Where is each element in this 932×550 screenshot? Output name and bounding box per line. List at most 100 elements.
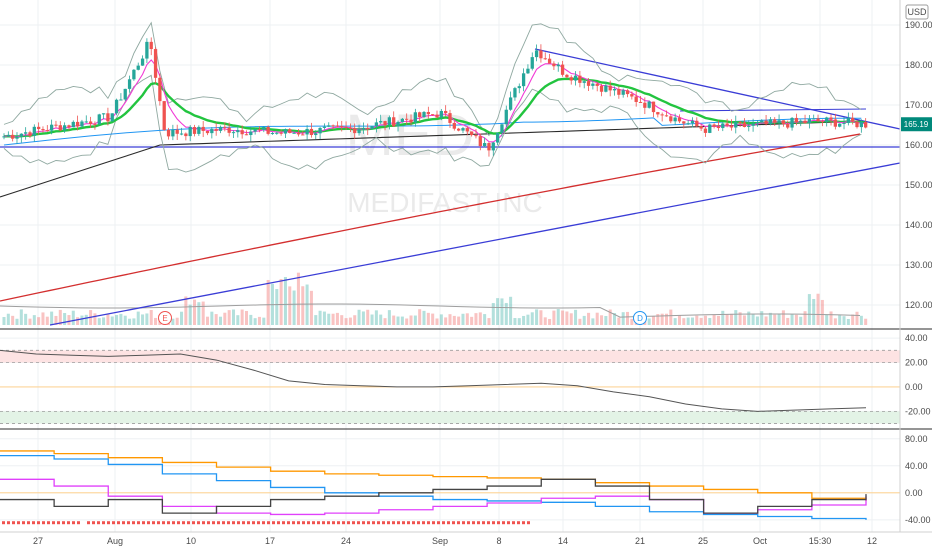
candle-body	[500, 124, 504, 133]
candle-body	[508, 97, 513, 110]
volume-bar	[556, 309, 560, 325]
currency-badge[interactable]	[905, 4, 929, 20]
volume-bar	[309, 290, 313, 325]
candle-body	[604, 85, 608, 92]
volume-bar	[574, 309, 578, 325]
volume-bar	[803, 311, 807, 325]
volume-bar	[721, 310, 725, 325]
candle-body	[630, 94, 634, 97]
candle-body	[677, 117, 682, 122]
candle-body	[794, 117, 799, 123]
signal-dot	[312, 521, 315, 525]
candle-body	[275, 132, 279, 134]
y-tick-label: 150.00	[905, 180, 932, 190]
candle-body	[738, 121, 742, 123]
signal-dot	[467, 521, 470, 525]
candle-body	[478, 136, 482, 147]
volume-bar	[461, 313, 465, 325]
volume-bar	[76, 317, 80, 325]
volume-bar	[617, 317, 621, 325]
x-tick-label: 15:30	[809, 536, 832, 546]
signal-dot	[282, 521, 285, 525]
candle-body	[75, 121, 80, 127]
candle-body	[452, 122, 456, 129]
volume-bar	[846, 318, 850, 325]
signal-dot	[342, 521, 345, 525]
axes: 190.00180.00170.00160.00150.00140.00130.…	[33, 20, 932, 546]
ema-green-line	[3, 77, 866, 138]
signal-dot	[507, 521, 510, 525]
candle-body	[660, 114, 664, 116]
volume-bar	[535, 309, 539, 325]
candle-body	[383, 121, 387, 126]
candle-body	[123, 88, 127, 100]
candle-body	[729, 125, 734, 128]
volume-bar	[413, 315, 417, 325]
candle-body	[374, 122, 379, 127]
volume-bar	[699, 317, 703, 325]
signal-dot	[412, 521, 415, 525]
volume-bar	[37, 317, 41, 325]
signal-dot	[392, 521, 395, 525]
candle-body	[621, 90, 625, 95]
candle-body	[664, 115, 669, 117]
signal-dot	[522, 521, 525, 525]
signal-dot	[367, 521, 370, 525]
candle-body	[28, 132, 32, 136]
candle-body	[582, 81, 586, 83]
volume-bar	[474, 313, 478, 325]
candle-body	[457, 128, 461, 131]
volume-bar	[41, 312, 45, 325]
candle-body	[612, 89, 617, 91]
signal-dot	[137, 521, 140, 525]
signal-dot	[57, 521, 60, 525]
volume-bar	[244, 310, 248, 325]
signal-dot	[32, 521, 35, 525]
candle-body	[647, 101, 651, 108]
volume-bar	[50, 311, 54, 325]
volume-bar	[526, 314, 530, 325]
signal-dot	[12, 521, 15, 525]
volume-bar	[760, 311, 764, 325]
volume-bar	[673, 318, 677, 325]
x-tick-label: 17	[265, 536, 275, 546]
volume-bar	[452, 315, 456, 325]
volume-bar	[457, 316, 461, 325]
volume-bar	[777, 314, 781, 325]
volume-bar	[738, 312, 742, 325]
volume-bar	[231, 309, 236, 325]
volume-bar	[587, 312, 591, 325]
candle-body	[487, 143, 491, 151]
candle-body	[370, 126, 374, 129]
candle-body	[188, 127, 192, 137]
volume-bar	[335, 312, 339, 325]
volume-bar	[491, 302, 495, 325]
volume-bar	[786, 317, 790, 325]
volume-bar	[838, 315, 842, 325]
volume-bar	[725, 314, 729, 325]
candle-body	[682, 121, 686, 124]
signal-dot	[202, 521, 205, 525]
candle-body	[803, 120, 807, 124]
candle-body	[426, 111, 430, 115]
candle-body	[327, 125, 331, 127]
signal-dot	[62, 521, 65, 525]
signal-dot	[97, 521, 100, 525]
candle-body	[218, 126, 223, 131]
x-tick-label: 14	[558, 536, 568, 546]
envelope-lower	[3, 74, 862, 173]
candle-body	[314, 133, 318, 136]
candle-body	[153, 49, 158, 78]
volume-bar	[184, 296, 188, 325]
candle-body	[262, 126, 266, 130]
volume-bar	[67, 315, 71, 325]
volume-bar	[392, 315, 396, 325]
volume-bar	[552, 310, 556, 325]
candle-body	[435, 114, 439, 118]
y-tick-label: -20.00	[905, 406, 931, 416]
volume-bar	[439, 314, 443, 325]
candle-body	[149, 41, 153, 50]
signal-dot	[327, 521, 330, 525]
volume-bar	[374, 310, 378, 325]
